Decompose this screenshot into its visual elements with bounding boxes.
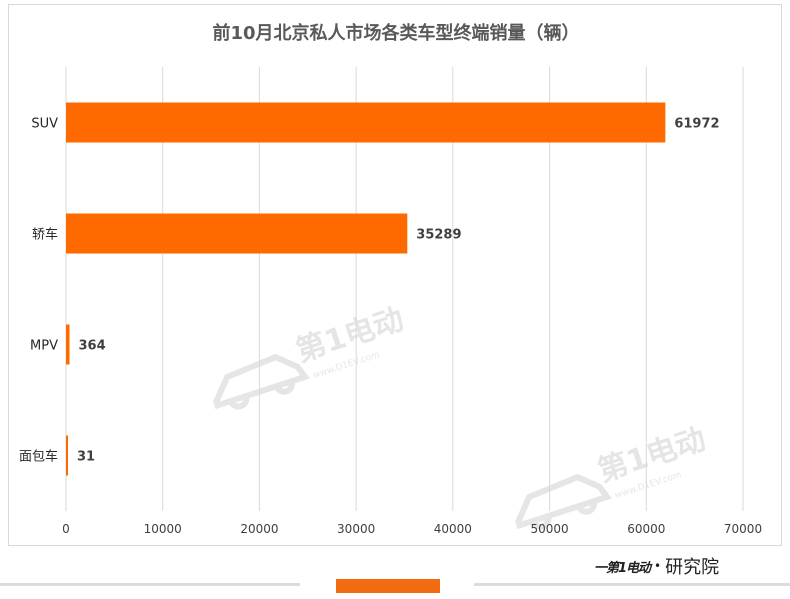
brand-separator-dot: • [654, 559, 662, 573]
bar [66, 435, 68, 476]
x-tick-label: 40000 [434, 522, 472, 536]
data-label: 35289 [416, 228, 461, 243]
watermark-car-icon [515, 473, 612, 530]
x-tick-label: 10000 [144, 522, 182, 536]
x-tick-label: 50000 [530, 522, 568, 536]
x-tick-label: 70000 [724, 522, 762, 536]
category-label: MPV [30, 339, 58, 354]
chart-title: 前10月北京私人市场各类车型终端销量（辆） [212, 23, 580, 44]
brand-logo-icon: 一第1电动 [594, 560, 651, 576]
data-label: 31 [77, 450, 95, 465]
x-tick-label: 30000 [337, 522, 375, 536]
footer-divider-left [0, 583, 300, 586]
x-tick-label: 60000 [627, 522, 665, 536]
category-label: 面包车 [19, 449, 58, 465]
brand-name: 研究院 [665, 557, 720, 578]
footer-accent-tab [336, 579, 440, 593]
watermark-car-icon [213, 353, 310, 410]
footer-divider-right [474, 583, 790, 586]
x-tick-label: 0 [62, 522, 70, 536]
bar [66, 324, 70, 365]
chart-frame: 前10月北京私人市场各类车型终端销量（辆） 第1电动 www.D1EV.com 第1… [8, 4, 782, 546]
data-label: 364 [79, 339, 106, 354]
bar [66, 213, 408, 254]
x-tick-label: 20000 [240, 522, 278, 536]
data-label: 61972 [674, 117, 719, 132]
bar [66, 102, 666, 143]
footer-brand: 一第1电动 • 研究院 [594, 552, 784, 580]
category-label: 轿车 [32, 227, 58, 243]
category-label: SUV [31, 117, 58, 132]
